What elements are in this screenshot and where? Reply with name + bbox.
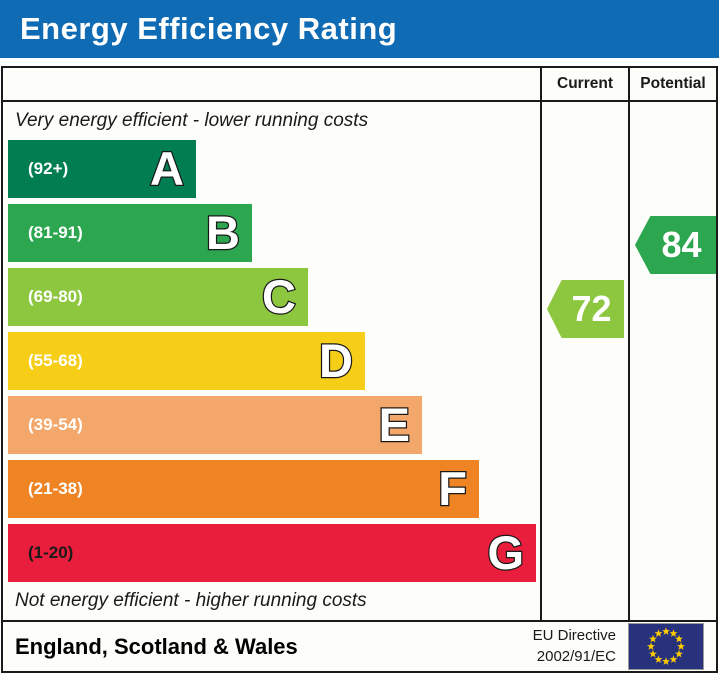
current-rating-column: 72 <box>540 102 628 620</box>
band-d-letter: D <box>318 333 354 389</box>
band-f-range: (21-38) <box>28 479 83 498</box>
band-c: (69-80) C <box>8 268 308 326</box>
epc-rating-table: Current Potential Very energy efficient … <box>1 66 718 673</box>
eu-directive-line2: 2002/91/EC <box>536 647 616 665</box>
potential-rating-arrow: 84 <box>635 216 716 274</box>
band-d-range: (55-68) <box>28 351 83 370</box>
efficient-note: Very energy efficient - lower running co… <box>15 110 369 131</box>
rating-bands: (92+) A (81-91) B (69-80) C (55-68) D (3… <box>8 140 536 588</box>
band-g-range: (1-20) <box>28 543 74 562</box>
region-label: England, Scotland & Wales <box>15 633 298 659</box>
table-footer: England, Scotland & Wales EU Directive 2… <box>3 620 716 671</box>
band-f-letter: F <box>437 461 468 517</box>
band-d: (55-68) D <box>8 332 365 390</box>
current-column-header: Current <box>540 68 628 100</box>
band-b-range: (81-91) <box>28 223 83 242</box>
band-c-range: (69-80) <box>28 287 83 306</box>
current-rating-arrow: 72 <box>547 280 624 338</box>
band-g-letter: G <box>486 525 525 581</box>
table-header-row: Current Potential <box>3 68 716 102</box>
potential-column-header: Potential <box>628 68 716 100</box>
bands-column: Very energy efficient - lower running co… <box>3 102 540 620</box>
band-c-letter: C <box>261 269 297 325</box>
band-a-letter: A <box>149 141 185 197</box>
band-a-range: (92+) <box>28 159 69 178</box>
band-g: (1-20) G <box>8 524 536 582</box>
band-f: (21-38) F <box>8 460 479 518</box>
band-a: (92+) A <box>8 140 196 198</box>
band-b-letter: B <box>205 205 241 261</box>
eu-directive-label: EU Directive 2002/91/EC <box>533 626 616 667</box>
potential-rating-column: 84 <box>628 102 716 620</box>
band-e-range: (39-54) <box>28 415 83 434</box>
band-b: (81-91) B <box>8 204 252 262</box>
header-spacer <box>3 68 540 100</box>
not-efficient-note: Not energy efficient - higher running co… <box>15 590 367 611</box>
page-title: Energy Efficiency Rating <box>0 0 719 58</box>
eu-directive-line1: EU Directive <box>532 627 616 645</box>
band-e: (39-54) E <box>8 396 422 454</box>
rating-chart: Very energy efficient - lower running co… <box>3 102 716 620</box>
band-e-letter: E <box>377 397 411 453</box>
eu-flag-icon <box>628 623 704 670</box>
